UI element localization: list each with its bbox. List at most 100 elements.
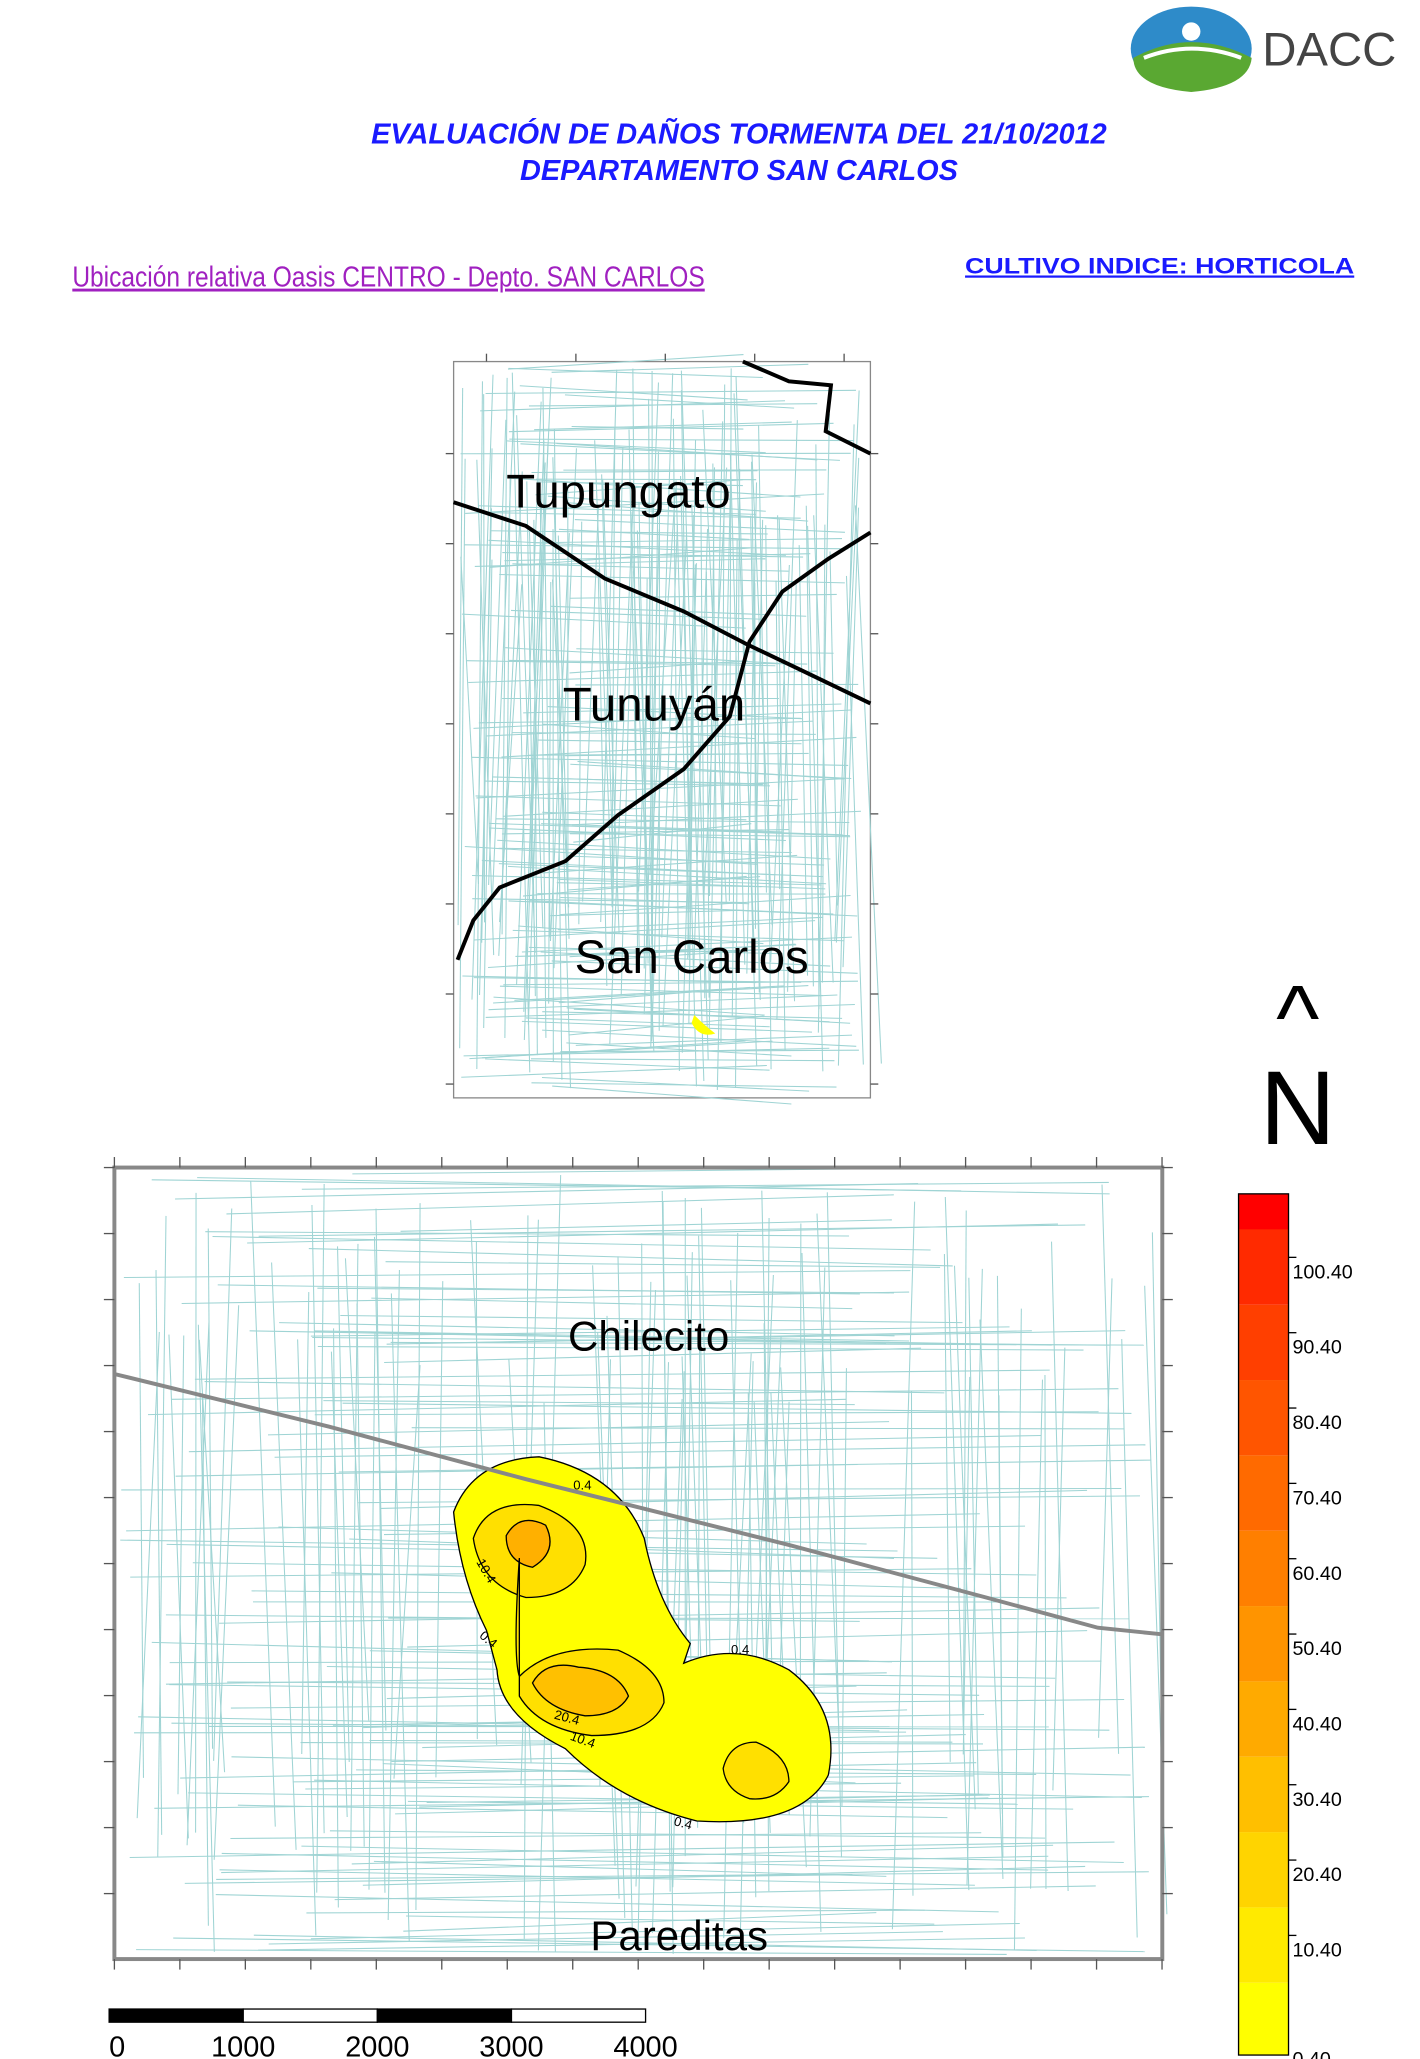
street bbox=[356, 1303, 365, 1847]
street bbox=[508, 367, 763, 379]
street bbox=[501, 377, 508, 935]
place-label: Tupungato bbox=[506, 466, 731, 519]
street bbox=[533, 538, 843, 544]
logo: DACC bbox=[1130, 6, 1396, 93]
street bbox=[301, 1292, 310, 1755]
street bbox=[1101, 1184, 1120, 1754]
street bbox=[253, 1934, 1037, 1952]
street bbox=[523, 462, 546, 1041]
place-label: Pareditas bbox=[590, 1912, 768, 1959]
street bbox=[197, 1177, 1110, 1195]
legend-label: 70.40 bbox=[1292, 1487, 1341, 1509]
street bbox=[662, 535, 688, 1027]
street bbox=[485, 389, 856, 394]
street bbox=[777, 515, 786, 1051]
street bbox=[566, 1042, 792, 1057]
legend-label: 30.40 bbox=[1292, 1789, 1341, 1811]
street bbox=[638, 382, 659, 892]
street bbox=[415, 1203, 421, 1911]
legend-label: 60.40 bbox=[1292, 1563, 1341, 1585]
street bbox=[522, 875, 747, 897]
street bbox=[481, 1040, 746, 1059]
street bbox=[528, 753, 742, 756]
street bbox=[801, 1252, 822, 1932]
street bbox=[661, 1191, 674, 1954]
street bbox=[632, 368, 639, 960]
street bbox=[650, 451, 659, 1048]
street bbox=[221, 1852, 1049, 1871]
street bbox=[1121, 1339, 1138, 1938]
street bbox=[334, 1885, 1096, 1901]
street bbox=[207, 1228, 214, 1749]
street bbox=[514, 985, 785, 1001]
street bbox=[386, 1330, 1032, 1345]
street bbox=[198, 1339, 226, 1773]
scale-label: 0 bbox=[109, 2031, 125, 2059]
street bbox=[400, 1219, 892, 1232]
street bbox=[136, 1949, 1007, 1955]
street bbox=[512, 732, 816, 735]
street bbox=[805, 505, 814, 987]
street bbox=[597, 568, 608, 987]
street bbox=[481, 448, 493, 943]
street bbox=[311, 1204, 325, 1834]
street bbox=[476, 511, 801, 519]
street bbox=[837, 424, 855, 1066]
street bbox=[249, 1330, 1052, 1346]
street bbox=[181, 1291, 910, 1305]
street bbox=[516, 415, 536, 954]
street bbox=[495, 818, 850, 824]
street bbox=[573, 1008, 830, 1023]
street bbox=[488, 419, 507, 886]
contour-label: 0.4 bbox=[672, 1813, 694, 1832]
street bbox=[739, 1361, 754, 1929]
street bbox=[502, 552, 804, 558]
street bbox=[274, 1444, 1146, 1458]
street bbox=[826, 1192, 843, 1858]
legend-swatch bbox=[1238, 1530, 1289, 1607]
street bbox=[754, 583, 756, 929]
legend-label: 20.40 bbox=[1292, 1864, 1341, 1886]
street bbox=[464, 544, 849, 550]
street bbox=[564, 394, 795, 409]
street bbox=[547, 495, 766, 512]
contour-label: 10.4 bbox=[568, 1728, 597, 1751]
place-label: San Carlos bbox=[575, 931, 809, 984]
street bbox=[485, 1058, 770, 1071]
street bbox=[171, 1388, 1119, 1400]
scale-label: 1000 bbox=[211, 2031, 275, 2059]
street bbox=[393, 1365, 421, 1779]
street bbox=[129, 1841, 1115, 1859]
main-map: Chilecito Pareditas 0.410.40.4 0.420.410.… bbox=[103, 1157, 1173, 1970]
street bbox=[471, 756, 849, 766]
street bbox=[508, 900, 834, 915]
location-caption: Ubicación relativa Oasis CENTRO - Depto.… bbox=[72, 262, 704, 294]
street bbox=[708, 421, 724, 1030]
street bbox=[559, 894, 851, 916]
street bbox=[1044, 1374, 1047, 1889]
street bbox=[535, 479, 743, 496]
street bbox=[807, 525, 824, 1072]
street bbox=[485, 1004, 855, 1018]
street bbox=[194, 1369, 1050, 1380]
street bbox=[221, 1855, 1049, 1874]
street bbox=[476, 778, 846, 799]
street bbox=[680, 476, 697, 1087]
legend-swatch bbox=[1238, 1982, 1289, 2056]
legend-swatch bbox=[1238, 1455, 1289, 1531]
street bbox=[688, 564, 696, 1024]
street bbox=[457, 387, 464, 926]
street bbox=[998, 1395, 1004, 1858]
legend-swatch bbox=[1238, 1606, 1289, 1682]
street bbox=[237, 1804, 948, 1819]
street bbox=[476, 459, 495, 956]
street bbox=[703, 467, 728, 897]
street bbox=[212, 1236, 931, 1251]
street bbox=[230, 1832, 982, 1840]
street bbox=[268, 1931, 943, 1945]
legend-swatch bbox=[1238, 1907, 1289, 1983]
legend-label: 80.40 bbox=[1292, 1412, 1341, 1434]
street bbox=[891, 1201, 916, 1930]
scale-segment bbox=[108, 2008, 244, 2023]
street bbox=[601, 474, 614, 878]
